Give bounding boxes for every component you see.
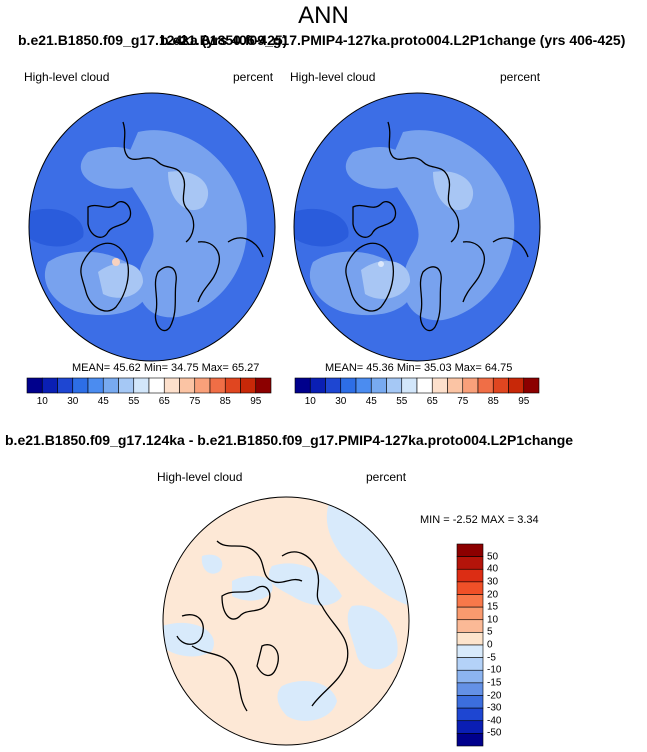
legend-swatch xyxy=(456,543,484,557)
legend-tick-label: -10 xyxy=(487,664,502,676)
legend-swatch xyxy=(456,682,484,696)
legend-tick-label: 15 xyxy=(487,601,499,613)
colorbar-tick-label: 30 xyxy=(67,396,79,407)
colorbar-tick-label: 75 xyxy=(457,396,469,407)
colorbar-swatch xyxy=(492,377,509,394)
colorbar-swatch xyxy=(57,377,74,394)
legend-tick-label: -20 xyxy=(487,690,502,701)
panel1-units: percent xyxy=(233,70,274,84)
legend-swatch xyxy=(456,632,484,646)
colorbar-swatch xyxy=(477,377,494,394)
colorbar-swatch xyxy=(102,377,119,394)
legend-swatch xyxy=(456,568,484,583)
case-a-title: b.e21.B1850.f09_g17.124ka (yrs 406-425) xyxy=(18,32,288,48)
colorbar-swatch xyxy=(179,377,196,394)
colorbar-swatch xyxy=(72,377,89,394)
colorbar-tick-label: 65 xyxy=(158,396,170,407)
legend-swatch xyxy=(456,619,484,633)
colorbar-tick-label: 10 xyxy=(36,396,48,407)
panel2-colorbar xyxy=(294,377,540,394)
legend-swatch xyxy=(456,581,484,595)
legend-tick-label: 50 xyxy=(487,551,499,563)
legend-swatch xyxy=(456,695,484,709)
colorbar-tick-label: 45 xyxy=(97,396,109,407)
legend-swatch xyxy=(456,707,484,722)
colorbar-swatch xyxy=(194,377,211,394)
colorbar-swatch xyxy=(41,377,58,394)
colorbar-swatch xyxy=(523,377,540,394)
legend-tick-label: 5 xyxy=(487,626,493,638)
legend-tick-label: 40 xyxy=(487,563,499,575)
legend-tick-label: -30 xyxy=(487,702,502,714)
colorbar-swatch xyxy=(431,377,448,394)
legend-tick-label: 30 xyxy=(487,576,499,588)
colorbar-swatch xyxy=(294,377,311,394)
colorbar-tick-label: 30 xyxy=(335,396,347,407)
colorbar-tick-label: 45 xyxy=(365,396,377,407)
colorbar-swatch xyxy=(163,377,180,394)
legend-swatch xyxy=(456,606,484,621)
panel2-map xyxy=(293,92,541,362)
colorbar-swatch xyxy=(87,377,104,394)
legend-swatch xyxy=(456,657,484,671)
panel2-stats: MEAN= 45.36 Min= 35.03 Max= 64.75 xyxy=(325,362,513,374)
case-b-title: b.e21.B1850.f09_g17.PMIP4-127ka.proto004… xyxy=(160,32,626,48)
panel1-stats: MEAN= 45.62 Min= 34.75 Max= 65.27 xyxy=(72,362,260,374)
colorbar-tick-label: 75 xyxy=(189,396,201,407)
colorbar-swatch xyxy=(148,377,165,394)
legend-tick-label: -40 xyxy=(487,715,502,727)
difference-units: percent xyxy=(366,470,407,484)
colorbar-swatch xyxy=(370,377,387,394)
legend-swatch xyxy=(456,720,484,734)
colorbar-tick-label: 55 xyxy=(396,396,408,407)
panel1-variable: High-level cloud xyxy=(24,70,110,84)
panel1-map xyxy=(28,92,276,362)
colorbar-swatch xyxy=(416,377,433,394)
colorbar-tick-label: 95 xyxy=(250,396,262,407)
colorbar-swatch xyxy=(462,377,479,394)
difference-stats: MIN = -2.52 MAX = 3.34 xyxy=(420,514,539,526)
colorbar-tick-label: 10 xyxy=(304,396,316,407)
legend-swatch xyxy=(456,556,484,570)
colorbar-swatch xyxy=(355,377,372,394)
difference-map xyxy=(162,496,410,746)
colorbar-swatch xyxy=(26,377,43,394)
colorbar-swatch xyxy=(224,377,241,394)
colorbar-swatch xyxy=(447,377,464,394)
colorbar-swatch xyxy=(386,377,403,394)
colorbar-swatch xyxy=(508,377,525,394)
legend-tick-label: 20 xyxy=(487,589,499,600)
panel2-variable: High-level cloud xyxy=(290,70,376,84)
legend-tick-label: -5 xyxy=(487,652,496,664)
legend-swatch xyxy=(456,733,484,747)
panel2-units: percent xyxy=(500,70,541,84)
legend-tick-label: -50 xyxy=(487,727,502,739)
colorbar-swatch xyxy=(118,377,135,394)
difference-colorbar xyxy=(456,543,484,747)
colorbar-swatch xyxy=(209,377,226,394)
colorbar-swatch xyxy=(401,377,418,394)
panel1-colorbar xyxy=(26,377,272,394)
colorbar-tick-label: 55 xyxy=(128,396,140,407)
legend-swatch xyxy=(456,594,484,608)
difference-variable: High-level cloud xyxy=(157,470,243,484)
colorbar-swatch xyxy=(340,377,357,394)
page-title: ANN xyxy=(298,2,349,29)
colorbar-tick-label: 85 xyxy=(487,396,499,407)
colorbar-swatch xyxy=(240,377,257,394)
difference-title: b.e21.B1850.f09_g17.124ka - b.e21.B1850.… xyxy=(5,432,574,448)
legend-tick-label: 10 xyxy=(487,614,499,626)
colorbar-swatch xyxy=(325,377,342,394)
legend-tick-label: -15 xyxy=(487,677,502,689)
colorbar-swatch xyxy=(133,377,150,394)
legend-swatch xyxy=(456,669,484,684)
colorbar-tick-label: 85 xyxy=(219,396,231,407)
colorbar-swatch xyxy=(255,377,272,394)
colorbar-swatch xyxy=(309,377,326,394)
colorbar-tick-label: 65 xyxy=(426,396,438,407)
legend-swatch xyxy=(456,644,484,658)
colorbar-tick-label: 95 xyxy=(518,396,530,407)
legend-tick-label: 0 xyxy=(487,639,493,651)
